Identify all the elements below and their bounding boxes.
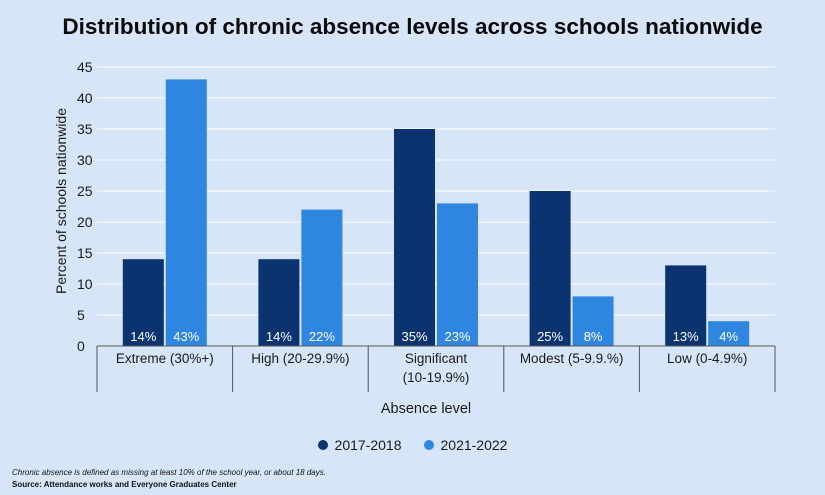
y-tick-label: 35 bbox=[77, 121, 93, 137]
data-label: 14% bbox=[130, 329, 156, 344]
bar bbox=[122, 259, 164, 346]
chart-title: Distribution of chronic absence levels a… bbox=[62, 14, 763, 39]
y-tick-label: 40 bbox=[77, 90, 93, 106]
data-label: 22% bbox=[309, 329, 335, 344]
y-tick-label: 30 bbox=[77, 152, 93, 168]
y-tick-label: 10 bbox=[77, 276, 93, 292]
x-axis-title: Absence level bbox=[381, 401, 471, 417]
x-tick-label: (10-19.9%) bbox=[403, 370, 470, 385]
bar bbox=[665, 265, 707, 346]
legend-item-2021-2022: 2021-2022 bbox=[423, 437, 508, 453]
bar bbox=[394, 129, 435, 346]
bar bbox=[258, 259, 300, 346]
x-tick-label: Modest (5-9.9.%) bbox=[520, 351, 624, 366]
y-tick-label: 45 bbox=[77, 59, 93, 75]
footnote: Chronic absence is defined as missing at… bbox=[12, 468, 326, 477]
legend-swatch-2021-2022 bbox=[423, 440, 434, 450]
bar bbox=[301, 209, 343, 346]
bar-chart: 0 5 10 15 20 25 30 35 40 45 Percent of schools nat… bbox=[53, 59, 776, 417]
x-tick-label: Low (0-4.9%) bbox=[667, 351, 747, 366]
x-tick-label: Significant bbox=[405, 351, 468, 366]
y-tick-label: 5 bbox=[77, 307, 85, 323]
legend: 2017-2018 2021-2022 bbox=[0, 437, 825, 453]
legend-label-2021-2022: 2021-2022 bbox=[440, 437, 508, 453]
y-tick-label: 0 bbox=[77, 338, 85, 354]
data-label: 35% bbox=[401, 329, 427, 344]
source-note: Source: Attendance works and Everyone Gr… bbox=[12, 480, 237, 489]
y-tick-label: 25 bbox=[77, 183, 93, 199]
bar bbox=[165, 79, 207, 347]
y-tick-label: 20 bbox=[77, 214, 93, 230]
y-tick-label: 15 bbox=[77, 245, 93, 261]
y-axis-title: Percent of schools nationwide bbox=[53, 108, 69, 294]
legend-label-2017-2018: 2017-2018 bbox=[334, 437, 402, 453]
bar bbox=[437, 203, 478, 346]
data-label: 13% bbox=[673, 329, 699, 344]
bar bbox=[529, 191, 571, 346]
x-tick-label: Extreme (30%+) bbox=[116, 351, 214, 366]
x-tick-label: High (20-29.9%) bbox=[251, 351, 349, 366]
data-label: 4% bbox=[719, 329, 738, 344]
legend-swatch-2017-2018 bbox=[317, 440, 328, 450]
data-label: 43% bbox=[173, 329, 199, 344]
data-label: 25% bbox=[537, 329, 563, 344]
bar bbox=[708, 321, 750, 346]
data-label: 8% bbox=[584, 329, 603, 344]
legend-item-2017-2018: 2017-2018 bbox=[317, 437, 402, 453]
data-label: 14% bbox=[266, 329, 292, 344]
bar bbox=[572, 296, 614, 346]
data-label: 23% bbox=[444, 329, 470, 344]
